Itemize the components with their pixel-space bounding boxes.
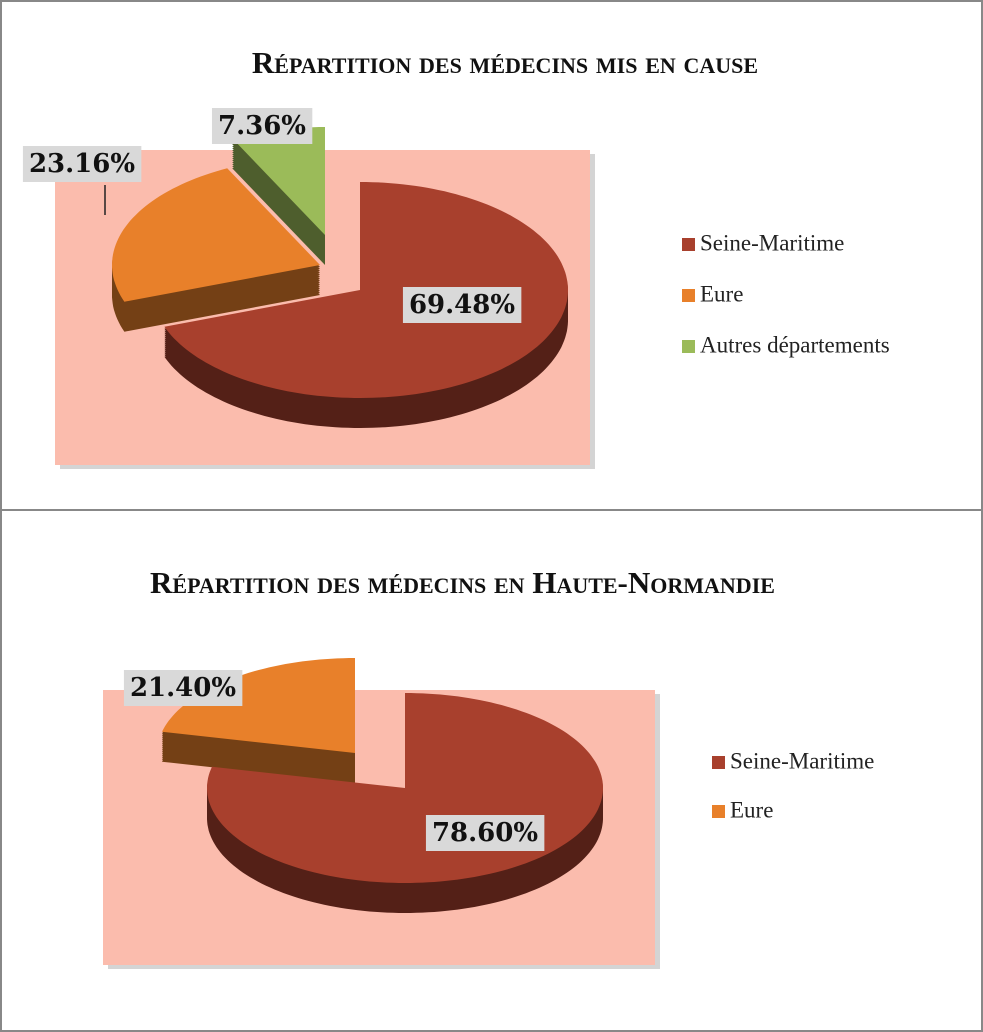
legend-label: Eure [700, 281, 743, 306]
data-label-box [402, 287, 522, 323]
legend-swatch [712, 756, 725, 769]
legend-swatch [682, 238, 695, 251]
chart-title: Répartition des médecins mis en cause [251, 45, 759, 80]
legend-swatch [682, 340, 695, 353]
slice [232, 127, 325, 235]
data-label: 69.48% [409, 290, 515, 320]
data-label-box [22, 146, 142, 182]
legend-label: Seine-Maritime [700, 230, 844, 255]
slice [162, 658, 355, 753]
data-label-box [123, 670, 243, 706]
legend-swatch [682, 289, 695, 302]
chart-title: Répartition des médecins en Haute-Norman… [150, 565, 775, 600]
data-label: 7.36% [218, 111, 306, 141]
legend-label: Eure [730, 797, 773, 822]
slice [164, 182, 568, 398]
data-label-box [425, 815, 545, 851]
data-label-box [211, 108, 313, 144]
legend-swatch [712, 805, 725, 818]
data-label: 78.60% [432, 818, 538, 848]
chart-2: 78.60% 21.40% Seine-Maritime Eure [123, 658, 874, 913]
legend-label: Seine-Maritime [730, 748, 874, 773]
data-label: 21.40% [130, 673, 236, 703]
data-label: 23.16% [29, 149, 135, 179]
chart-1: 69.48% 23.16% 7.36% Seine-Maritime Eure Autre… [22, 108, 890, 428]
slice [112, 168, 320, 302]
legend-label: Autres départements [700, 332, 890, 357]
